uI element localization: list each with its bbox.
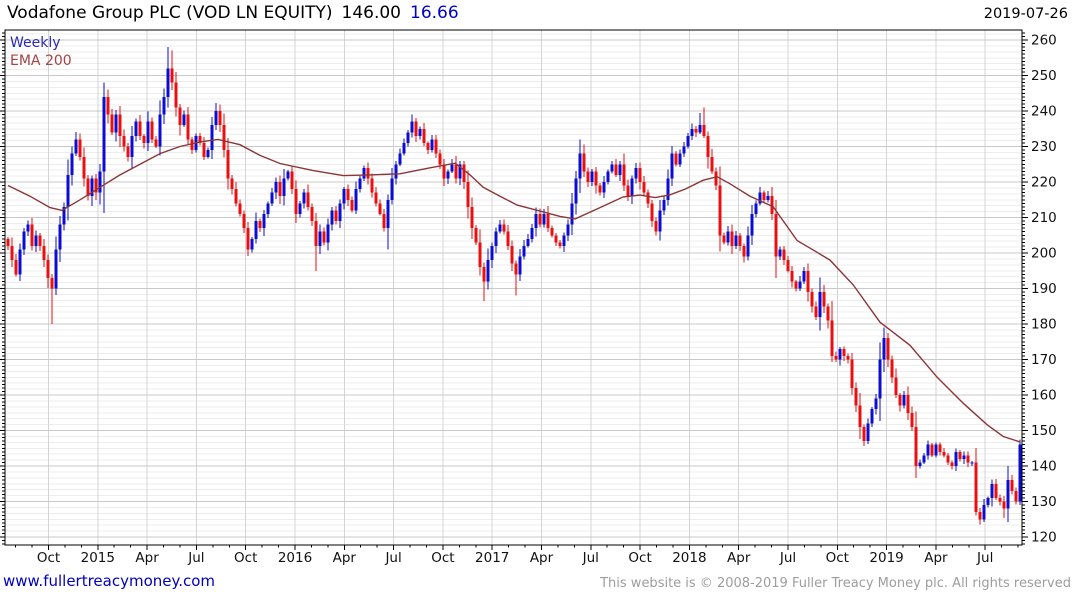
svg-text:240: 240: [1031, 104, 1057, 120]
site-url-link[interactable]: www.fullertreacymoney.com: [3, 572, 216, 590]
svg-text:Jul: Jul: [187, 550, 204, 566]
plot-frame: [4, 29, 1023, 546]
svg-text:Jul: Jul: [582, 550, 599, 566]
svg-text:250: 250: [1031, 68, 1057, 84]
chart-header: Vodafone Group PLC (VOD LN EQUITY) 146.00…: [0, 0, 1075, 28]
svg-text:2017: 2017: [475, 550, 509, 566]
grid-major-horizontal: [5, 39, 1022, 538]
svg-text:Jul: Jul: [384, 550, 401, 566]
grid-minor-horizontal: [5, 33, 1022, 532]
svg-text:180: 180: [1031, 317, 1057, 333]
copyright-text: This website is © 2008-2019 Fuller Treac…: [600, 576, 1071, 591]
title-line: Vodafone Group PLC (VOD LN EQUITY) 146.00…: [7, 3, 459, 23]
svg-text:150: 150: [1031, 423, 1057, 439]
svg-text:200: 200: [1031, 246, 1057, 262]
svg-text:Oct: Oct: [826, 550, 849, 566]
svg-text:140: 140: [1031, 459, 1057, 475]
svg-text:2016: 2016: [278, 550, 312, 566]
svg-text:Oct: Oct: [431, 550, 454, 566]
chart-date: 2019-07-26: [983, 6, 1068, 22]
svg-text:Jul: Jul: [779, 550, 796, 566]
svg-text:Apr: Apr: [924, 550, 948, 566]
svg-text:2019: 2019: [869, 550, 903, 566]
svg-text:Apr: Apr: [333, 550, 357, 566]
legend-ema-200-label: EMA 200: [10, 53, 72, 69]
svg-text:Apr: Apr: [727, 550, 751, 566]
svg-text:Apr: Apr: [530, 550, 554, 566]
svg-text:Oct: Oct: [234, 550, 257, 566]
price-change: 16.66: [410, 3, 459, 23]
svg-text:220: 220: [1031, 175, 1057, 191]
svg-text:2015: 2015: [81, 550, 115, 566]
ema-200-line: [7, 138, 1021, 443]
svg-text:210: 210: [1031, 210, 1057, 226]
svg-text:Jul: Jul: [976, 550, 993, 566]
x-axis: Oct 2015 Apr Jul Oct 2016 Apr Jul Oct 2017 Apr Jul O…: [15, 545, 1019, 566]
svg-text:170: 170: [1031, 352, 1057, 368]
svg-text:160: 160: [1031, 388, 1057, 404]
instrument-title: Vodafone Group PLC (VOD LN EQUITY): [7, 3, 333, 23]
candles-series: [6, 47, 1022, 525]
legend-interval-label: Weekly: [10, 35, 61, 51]
grid-vertical-quarters: [48, 30, 986, 545]
svg-text:130: 130: [1031, 494, 1057, 510]
svg-text:2018: 2018: [672, 550, 706, 566]
svg-text:Oct: Oct: [628, 550, 651, 566]
svg-text:230: 230: [1031, 139, 1057, 155]
svg-text:260: 260: [1031, 33, 1057, 49]
svg-text:190: 190: [1031, 281, 1057, 297]
svg-text:Apr: Apr: [135, 550, 159, 566]
svg-text:120: 120: [1031, 530, 1057, 546]
y-axis: 260 250 240 230 220 210 200 190 180 170 160 150 140 1…: [0, 32, 1057, 546]
last-price: 146.00: [341, 3, 401, 23]
svg-text:Oct: Oct: [37, 550, 60, 566]
